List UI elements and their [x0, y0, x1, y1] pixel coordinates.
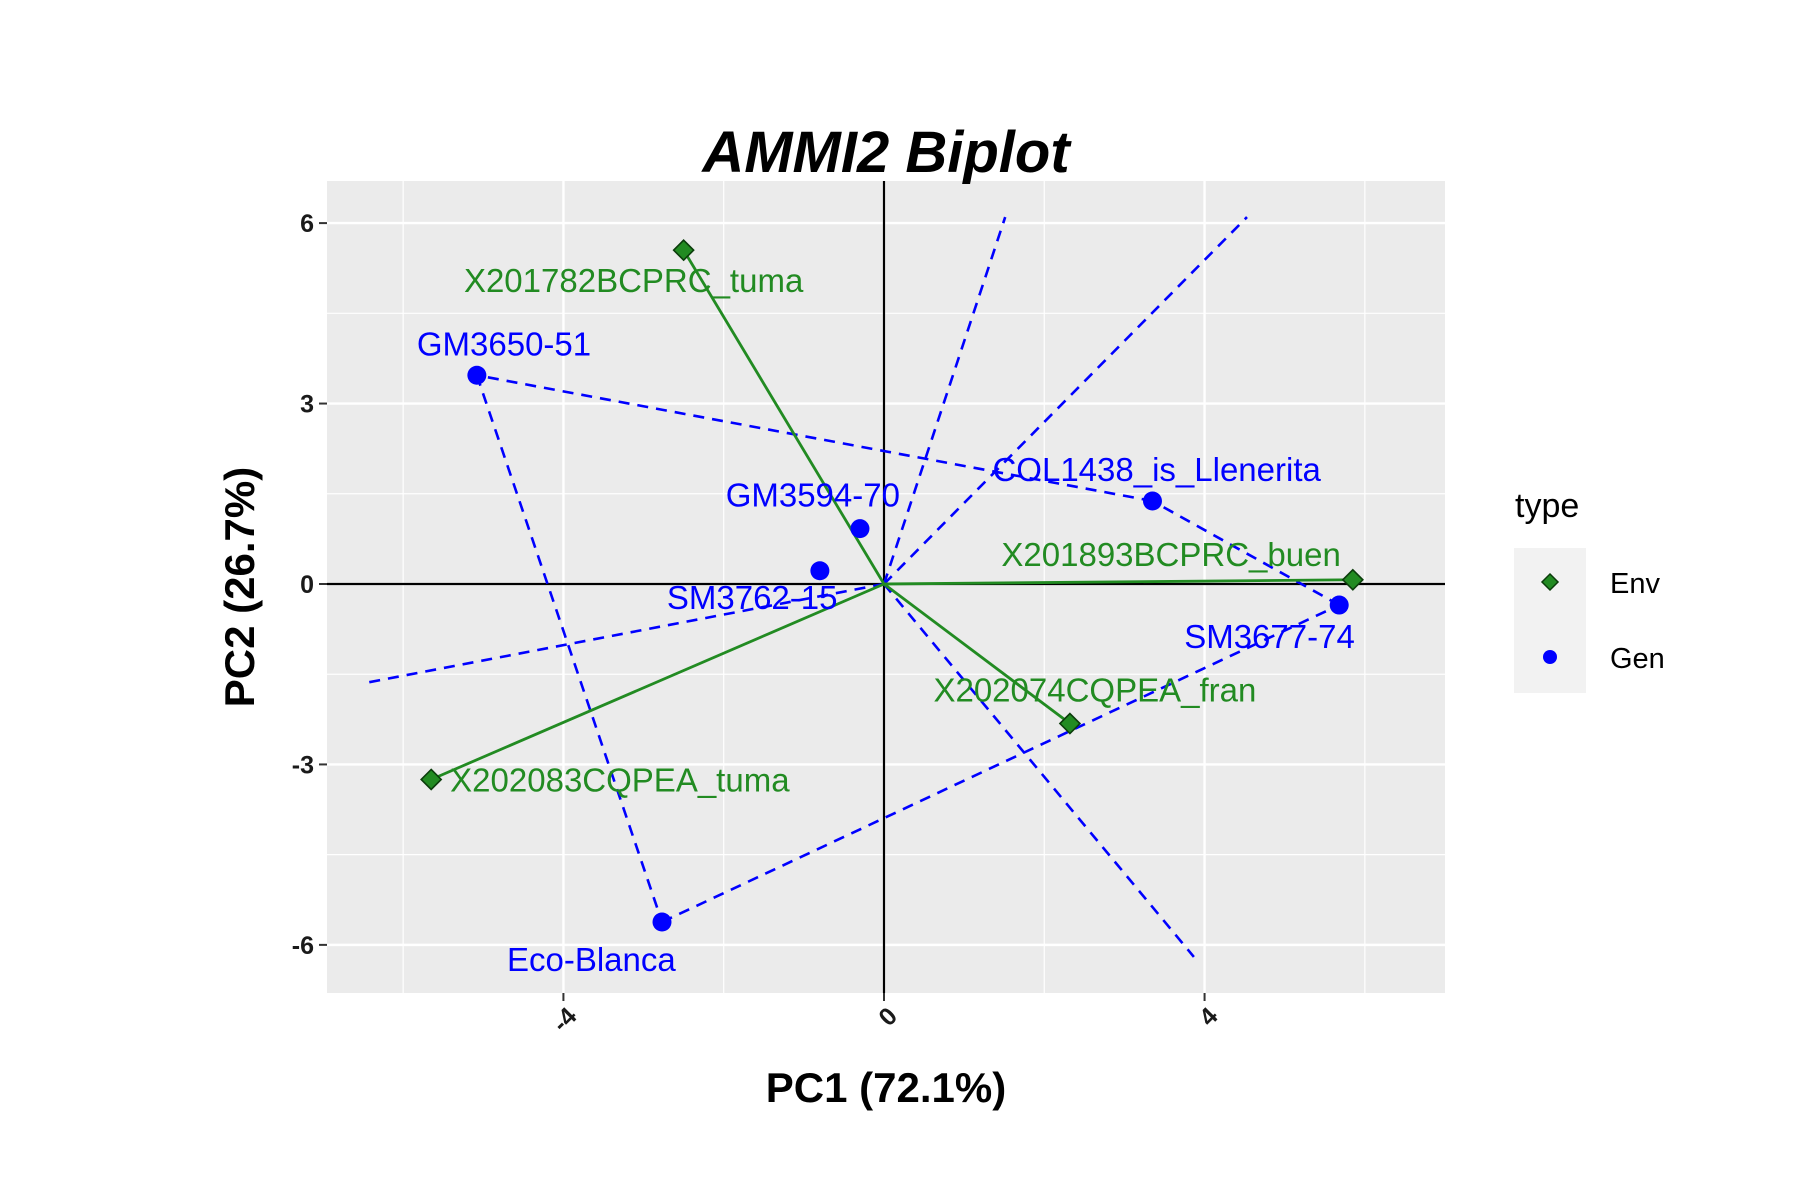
legend-label-env: Env	[1610, 568, 1660, 600]
data-points	[420, 239, 1364, 932]
point-label: X201782BCPRC_tuma	[464, 262, 804, 299]
sector-rays	[362, 216, 1248, 958]
sector-ray	[362, 582, 885, 685]
hull-edge	[661, 603, 1340, 924]
sector-ray	[882, 216, 1007, 585]
hull-edge	[1151, 499, 1340, 607]
y-tick-label: -3	[292, 751, 314, 779]
gen-point-circle	[652, 912, 672, 932]
point-label: SM3762-15	[667, 579, 838, 616]
legend: type Env Gen	[1514, 487, 1665, 693]
hull-edge	[475, 374, 664, 923]
legend-env-key-diamond	[1540, 572, 1560, 592]
sector-ray	[882, 583, 1195, 958]
y-tick-label: 6	[300, 210, 314, 238]
x-axis-ticks: -4 0 4	[547, 993, 1224, 1038]
grid-minor	[327, 181, 1445, 993]
polygon-hull	[475, 374, 1340, 924]
y-tick-label: 0	[300, 571, 314, 599]
legend-label-gen: Gen	[1610, 643, 1665, 675]
env-point-diamond	[420, 768, 443, 791]
sector-ray	[883, 216, 1248, 585]
point-labels: X201782BCPRC_tuma X201893BCPRC_buen X20207…	[417, 262, 1355, 978]
point-label: GM3650-51	[417, 325, 591, 362]
point-label: X201893BCPRC_buen	[1001, 536, 1340, 573]
gen-point-circle	[1142, 491, 1162, 511]
env-vector-line	[883, 582, 1071, 725]
env-point-diamond	[1341, 568, 1364, 591]
point-label: X202083CQPEA_tuma	[450, 761, 790, 798]
x-tick-label: -4	[547, 1002, 583, 1038]
x-axis-title: PC1 (72.1%)	[766, 1064, 1006, 1111]
x-tick-label: 4	[1194, 1002, 1224, 1032]
env-vector-line	[883, 578, 1353, 586]
y-tick-label: -6	[292, 932, 314, 960]
chart-title: AMMI2 Biplot	[700, 120, 1072, 185]
gen-point-circle	[1329, 595, 1349, 615]
point-label: COL1438_is_Llenerita	[992, 451, 1321, 488]
x-tick-label: 0	[873, 1002, 903, 1032]
legend-gen-key-circle	[1543, 650, 1557, 664]
point-label: Eco-Blanca	[507, 941, 676, 978]
env-point-diamond	[672, 239, 695, 262]
gen-point-circle	[850, 519, 870, 539]
point-label: GM3594-70	[726, 477, 900, 514]
y-axis-ticks: -6 -3 0 3 6	[292, 210, 327, 960]
y-axis-title: PC2 (26.7%)	[216, 467, 263, 707]
y-tick-label: 3	[300, 391, 314, 419]
point-label: X202074CQPEA_fran	[933, 672, 1256, 709]
env-vector-line	[430, 582, 885, 781]
gen-point-circle	[467, 365, 487, 385]
point-label: SM3677-74	[1184, 618, 1355, 655]
legend-key-background	[1514, 548, 1586, 693]
env-point-diamond	[1058, 712, 1082, 735]
hull-edge	[476, 374, 1153, 503]
gen-point-circle	[810, 561, 830, 581]
environment-vectors	[430, 249, 1353, 781]
legend-title: type	[1515, 487, 1579, 525]
